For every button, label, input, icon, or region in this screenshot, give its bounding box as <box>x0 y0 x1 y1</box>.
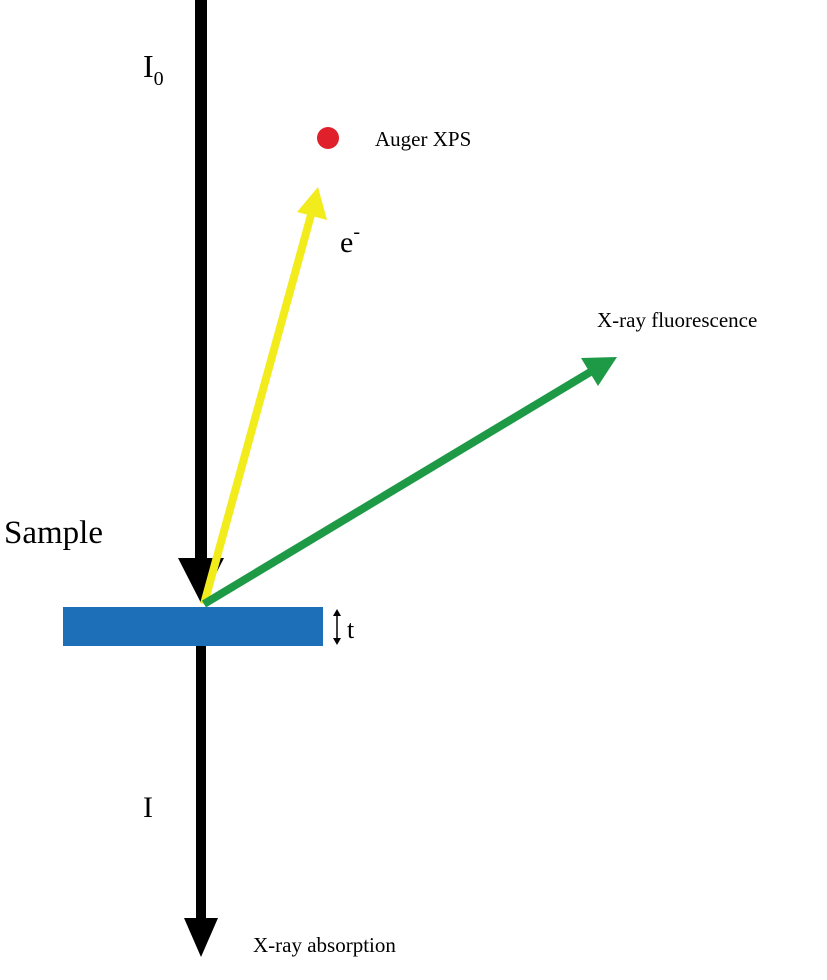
electron-sup: - <box>353 221 360 243</box>
auger-label: Auger XPS <box>375 127 471 151</box>
transmitted-arrowhead <box>184 918 218 957</box>
incident-main: I <box>143 48 154 84</box>
thickness-label: t <box>347 615 355 644</box>
transmitted-label: I <box>143 791 153 824</box>
sample-slab <box>63 607 323 646</box>
thickness-arrow-down <box>333 638 341 645</box>
electron-arrowhead <box>297 187 327 220</box>
auger-dot <box>317 127 339 149</box>
electron-arrow <box>200 213 315 606</box>
electron-label: e- <box>340 221 360 259</box>
sample-label: Sample <box>4 515 103 551</box>
thickness-arrow-up <box>333 609 341 616</box>
fluorescence-arrow <box>201 367 595 608</box>
fluorescence-label: X-ray fluorescence <box>597 308 757 332</box>
incident-sub: 0 <box>154 68 164 90</box>
electron-main: e <box>340 226 353 259</box>
absorption-label: X-ray absorption <box>253 933 396 957</box>
fluorescence-arrowhead <box>581 357 617 386</box>
incident-label: I0 <box>143 48 164 90</box>
